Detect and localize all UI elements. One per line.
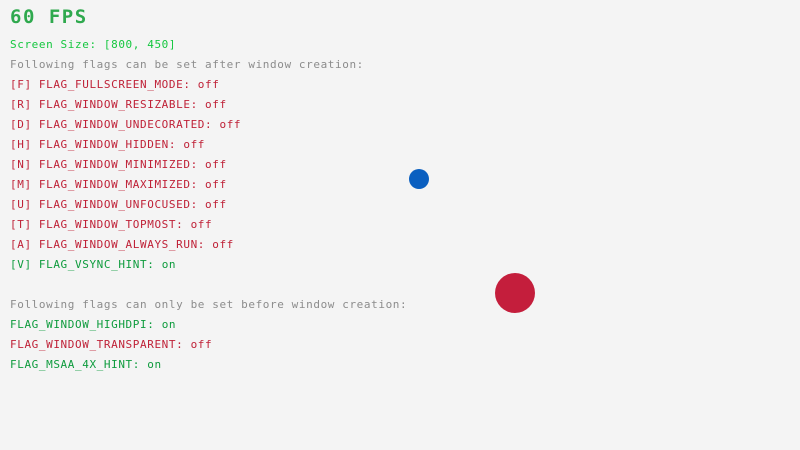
flag-row-flag-window-hidden[interactable]: [H] FLAG_WINDOW_HIDDEN: off — [10, 139, 205, 150]
flag-shortcut-key: [A] — [10, 238, 39, 251]
fps-counter: 60 FPS — [10, 6, 88, 28]
flag-name: FLAG_WINDOW_MINIMIZED: — [38, 158, 206, 171]
flag-value: off — [197, 78, 220, 91]
flag-row-flag-msaa-4x-hint[interactable]: FLAG_MSAA_4X_HINT: on — [10, 359, 162, 370]
flag-row-flag-vsync-hint[interactable]: [V] FLAG_VSYNC_HINT: on — [10, 259, 176, 270]
flag-name: FLAG_FULLSCREEN_MODE: — [38, 78, 198, 91]
flag-row-flag-window-minimized[interactable]: [N] FLAG_WINDOW_MINIMIZED: off — [10, 159, 227, 170]
flag-shortcut-key: [R] — [10, 98, 39, 111]
flag-value: off — [183, 138, 206, 151]
flag-name: FLAG_WINDOW_ALWAYS_RUN: — [38, 238, 213, 251]
blue-ball — [409, 169, 429, 189]
flag-name: FLAG_WINDOW_HIDDEN: — [38, 138, 184, 151]
flag-row-flag-window-unfocused[interactable]: [U] FLAG_WINDOW_UNFOCUSED: off — [10, 199, 227, 210]
flag-row-flag-window-maximized[interactable]: [M] FLAG_WINDOW_MAXIMIZED: off — [10, 179, 227, 190]
flag-row-flag-window-highdpi[interactable]: FLAG_WINDOW_HIGHDPI: on — [10, 319, 176, 330]
flag-value: off — [190, 338, 213, 351]
flag-value: off — [205, 178, 227, 191]
flag-name: FLAG_WINDOW_TRANSPARENT: — [10, 338, 191, 351]
flag-value: on — [147, 358, 162, 371]
flag-value: off — [205, 98, 227, 111]
flag-value: off — [205, 198, 227, 211]
flag-shortcut-key: [T] — [10, 218, 39, 231]
flag-shortcut-key: [N] — [10, 158, 39, 171]
flag-value: on — [161, 258, 177, 271]
section-header-after-creation: Following flags can be set after window … — [10, 58, 364, 71]
flag-row-flag-window-resizable[interactable]: [R] FLAG_WINDOW_RESIZABLE: off — [10, 99, 227, 110]
flag-shortcut-key: [M] — [10, 178, 39, 191]
flag-shortcut-key: [D] — [10, 118, 39, 131]
flag-name: FLAG_WINDOW_MAXIMIZED: — [38, 178, 206, 191]
flag-row-flag-window-undecorated[interactable]: [D] FLAG_WINDOW_UNDECORATED: off — [10, 119, 241, 130]
flag-name: FLAG_WINDOW_UNDECORATED: — [38, 118, 220, 131]
flag-name: FLAG_MSAA_4X_HINT: — [10, 358, 148, 371]
flag-row-flag-window-transparent[interactable]: FLAG_WINDOW_TRANSPARENT: off — [10, 339, 212, 350]
flag-value: off — [212, 238, 234, 251]
flag-name: FLAG_WINDOW_UNFOCUSED: — [38, 198, 206, 211]
section-header-before-creation: Following flags can only be set before w… — [10, 298, 408, 311]
flag-value: off — [205, 158, 227, 171]
flag-name: FLAG_WINDOW_HIGHDPI: — [10, 318, 162, 331]
flag-row-flag-window-always-run[interactable]: [A] FLAG_WINDOW_ALWAYS_RUN: off — [10, 239, 234, 250]
flag-name: FLAG_WINDOW_TOPMOST: — [38, 218, 191, 231]
flag-name: FLAG_VSYNC_HINT: — [38, 258, 162, 271]
flag-row-flag-fullscreen-mode[interactable]: [F] FLAG_FULLSCREEN_MODE: off — [10, 79, 219, 90]
flag-value: on — [161, 318, 177, 331]
flag-shortcut-key: [H] — [10, 138, 39, 151]
flag-shortcut-key: [U] — [10, 198, 39, 211]
flag-value: off — [190, 218, 213, 231]
screen-size-label: Screen Size: [800, 450] — [10, 38, 177, 51]
flag-shortcut-key: [F] — [10, 78, 39, 91]
flag-row-flag-window-topmost[interactable]: [T] FLAG_WINDOW_TOPMOST: off — [10, 219, 212, 230]
flag-shortcut-key: [V] — [10, 258, 39, 271]
flag-name: FLAG_WINDOW_RESIZABLE: — [38, 98, 206, 111]
flag-value: off — [219, 118, 242, 131]
red-ball — [495, 273, 535, 313]
